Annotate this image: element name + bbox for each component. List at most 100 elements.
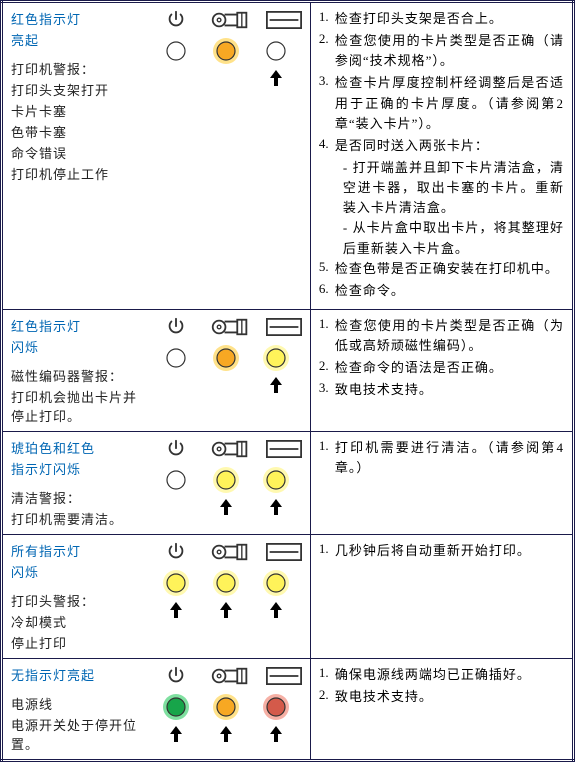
status-desc-heading: 打印机警报： (11, 59, 148, 78)
slot-icon (266, 543, 302, 561)
step-item: 3. 检查卡片厚度控制杆经调整后是否适用于正确的卡片厚度。（请参阅第2章“装入卡… (319, 73, 564, 133)
step-number: 1. (319, 316, 335, 356)
step-number: 2. (319, 31, 335, 71)
table-row: 琥珀色和红色指示灯闪烁 清洁警报： 打印机需要清洁。 (2, 431, 574, 534)
steps-cell: 1. 确保电源线两端均已正确插好。 2. 致电技术支持。 (310, 658, 573, 760)
status-title: 红色指示灯 (11, 316, 148, 335)
slot-icon (266, 11, 302, 29)
led-amber (212, 37, 240, 65)
status-desc-line: 打印机需要清洁。 (11, 509, 148, 528)
status-desc-line: 命令错误 (11, 143, 148, 162)
step-text: 检查命令的语法是否正确。 (335, 358, 564, 378)
led-off (162, 344, 190, 372)
step-item: 2. 致电技术支持。 (319, 687, 564, 707)
arrow-up-icon (169, 725, 183, 743)
step-item: 1. 确保电源线两端均已正确插好。 (319, 665, 564, 685)
roller-icon (210, 9, 250, 31)
led-yellow (262, 466, 290, 494)
step-text: 致电技术支持。 (335, 687, 564, 707)
step-item: 1. 打印机需要进行清洁。（请参阅第4章。） (319, 438, 564, 478)
led-yellow (262, 344, 290, 372)
status-title: 闪烁 (11, 337, 148, 356)
led-off (162, 466, 190, 494)
table-row: 红色指示灯亮起 打印机警报： 打印头支架打开卡片卡塞色带卡塞命令错误打印机停止工… (2, 2, 574, 310)
step-number: 1. (319, 438, 335, 478)
steps-cell: 1. 打印机需要进行清洁。（请参阅第4章。） (310, 431, 573, 534)
status-desc-line: 卡片卡塞 (11, 101, 148, 120)
status-desc-line: 打印头支架打开 (11, 80, 148, 99)
status-title: 红色指示灯 (11, 9, 148, 28)
arrow-up-icon (219, 601, 233, 619)
step-number: 1. (319, 9, 335, 29)
step-text: 几秒钟后将自动重新开始打印。 (335, 541, 564, 561)
power-icon (165, 665, 187, 687)
step-number: 1. (319, 665, 335, 685)
status-desc-line: 打印机会抛出卡片并停止打印。 (11, 387, 148, 425)
power-icon (165, 541, 187, 563)
step-item: 6. 检查命令。 (319, 281, 564, 301)
status-desc-heading: 电源线 (11, 694, 148, 713)
status-desc-heading: 打印头警报： (11, 591, 148, 610)
led-amber (212, 344, 240, 372)
step-item: 5. 检查色带是否正确安装在打印机中。 (319, 259, 564, 279)
step-subtext: - 从卡片盒中取出卡片，将其整理好后重新装入卡片盒。 (319, 218, 564, 258)
step-text: 检查您使用的卡片类型是否正确（为低或高矫顽磁性编码）。 (335, 316, 564, 356)
status-desc-line: 电源开关处于停开位置。 (11, 715, 148, 753)
arrow-up-icon (269, 725, 283, 743)
status-cell: 琥珀色和红色指示灯闪烁 清洁警报： 打印机需要清洁。 (2, 431, 311, 534)
roller-icon (210, 665, 250, 687)
step-text: 检查色带是否正确安装在打印机中。 (335, 259, 564, 279)
steps-list: 1. 确保电源线两端均已正确插好。 2. 致电技术支持。 (319, 665, 564, 707)
led-panel (158, 665, 302, 753)
step-text: 检查卡片厚度控制杆经调整后是否适用于正确的卡片厚度。（请参阅第2章“装入卡片”）… (335, 73, 564, 133)
slot-icon (266, 440, 302, 458)
step-number: 2. (319, 358, 335, 378)
led-panel (158, 316, 302, 425)
status-desc-heading: 清洁警报： (11, 488, 148, 507)
led-yellow (162, 569, 190, 597)
troubleshooting-table: 红色指示灯亮起 打印机警报： 打印头支架打开卡片卡塞色带卡塞命令错误打印机停止工… (0, 0, 575, 762)
steps-cell: 1. 检查您使用的卡片类型是否正确（为低或高矫顽磁性编码）。 2. 检查命令的语… (310, 309, 573, 431)
status-desc-heading: 磁性编码器警报： (11, 366, 148, 385)
status-desc-line: 打印机停止工作 (11, 164, 148, 183)
arrow-up-icon (219, 725, 233, 743)
arrow-up-icon (169, 601, 183, 619)
step-item: 1. 检查打印头支架是否合上。 (319, 9, 564, 29)
led-yellow (212, 569, 240, 597)
step-item: 2. 检查您使用的卡片类型是否正确（请参阅“技术规格”）。 (319, 31, 564, 71)
power-icon (165, 9, 187, 31)
arrow-up-icon (269, 498, 283, 516)
step-text: 检查打印头支架是否合上。 (335, 9, 564, 29)
step-item: 4. 是否同时送入两张卡片： (319, 136, 564, 156)
step-item: 1. 几秒钟后将自动重新开始打印。 (319, 541, 564, 561)
steps-list: 1. 打印机需要进行清洁。（请参阅第4章。） (319, 438, 564, 478)
led-off (162, 37, 190, 65)
steps-list: 1. 几秒钟后将自动重新开始打印。 (319, 541, 564, 561)
led-yellow (262, 569, 290, 597)
status-desc-line: 冷却模式 (11, 612, 148, 631)
step-item: 1. 检查您使用的卡片类型是否正确（为低或高矫顽磁性编码）。 (319, 316, 564, 356)
steps-list: 1. 检查您使用的卡片类型是否正确（为低或高矫顽磁性编码）。 2. 检查命令的语… (319, 316, 564, 401)
status-cell: 红色指示灯闪烁 磁性编码器警报： 打印机会抛出卡片并停止打印。 (2, 309, 311, 431)
steps-cell: 1. 检查打印头支架是否合上。 2. 检查您使用的卡片类型是否正确（请参阅“技术… (310, 2, 573, 310)
led-off (262, 37, 290, 65)
slot-icon (266, 667, 302, 685)
step-number: 3. (319, 380, 335, 400)
step-number: 2. (319, 687, 335, 707)
status-title: 闪烁 (11, 562, 148, 581)
status-cell: 无指示灯亮起 电源线 电源开关处于停开位置。 (2, 658, 311, 760)
step-number: 6. (319, 281, 335, 301)
step-number: 1. (319, 541, 335, 561)
status-title: 琥珀色和红色 (11, 438, 148, 457)
step-item: 3. 致电技术支持。 (319, 380, 564, 400)
step-number: 3. (319, 73, 335, 133)
step-text: 确保电源线两端均已正确插好。 (335, 665, 564, 685)
led-panel (158, 541, 302, 652)
status-title: 所有指示灯 (11, 541, 148, 560)
led-panel (158, 438, 302, 528)
step-text: 致电技术支持。 (335, 380, 564, 400)
step-item: 2. 检查命令的语法是否正确。 (319, 358, 564, 378)
status-title: 指示灯闪烁 (11, 459, 148, 478)
table-row: 无指示灯亮起 电源线 电源开关处于停开位置。 (2, 658, 574, 760)
table-row: 所有指示灯闪烁 打印头警报： 冷却模式停止打印 (2, 534, 574, 658)
